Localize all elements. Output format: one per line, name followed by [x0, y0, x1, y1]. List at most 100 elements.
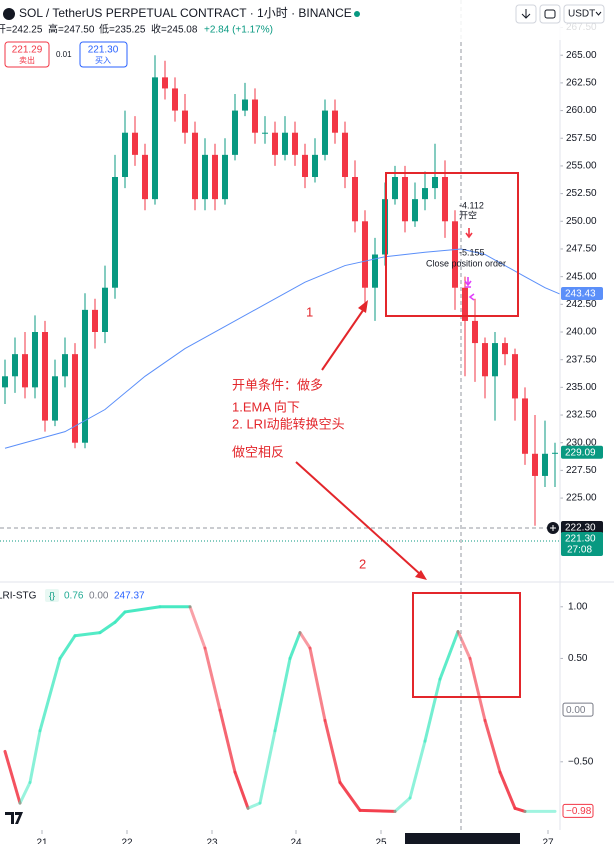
oscillator-segment — [73, 631, 102, 638]
oscillator-segment — [513, 806, 527, 813]
sell-price[interactable]: 221.29 — [12, 45, 43, 56]
candle-body — [132, 132, 138, 155]
candle-body — [512, 354, 518, 399]
x-tick-label: 25 — [375, 838, 387, 844]
arrow-head — [358, 300, 368, 313]
candle-body — [152, 77, 158, 200]
candle-body — [352, 177, 358, 222]
y-tick-label: 250.00 — [566, 216, 597, 227]
candle-body — [362, 221, 368, 288]
annotation-text: 做空相反 — [232, 444, 284, 459]
ohlc: 高=247.50 — [48, 23, 95, 36]
x-tick-label: 22 — [121, 838, 133, 844]
candle-body — [482, 343, 488, 377]
x-tick-label: 27 — [542, 838, 554, 844]
candle-body — [202, 154, 208, 200]
tv-logo — [5, 812, 23, 824]
y-tick-label: 232.50 — [566, 410, 597, 421]
oscillator-segment — [358, 808, 397, 813]
y-tick-label: 1.00 — [568, 601, 588, 612]
entry-value: -4.112 — [459, 200, 484, 210]
oscillator-segment — [408, 739, 427, 800]
candle-body — [402, 177, 408, 222]
annotation-arrow — [321, 305, 367, 371]
value-badge-label: −0.98 — [566, 806, 592, 817]
annotation-text: 开单条件：做多 — [232, 377, 323, 392]
candle-body — [442, 177, 448, 222]
candle-body — [32, 332, 38, 388]
candle-body — [72, 354, 78, 443]
buy-button[interactable] — [79, 41, 128, 68]
candle-body — [472, 320, 478, 344]
ohlc: 低=235.25 — [99, 23, 146, 36]
y-tick-label: 237.50 — [566, 354, 597, 365]
candle-body — [452, 221, 458, 288]
currency-button[interactable] — [563, 4, 605, 24]
fullscreen-button[interactable] — [539, 4, 561, 24]
highlight-box — [385, 172, 519, 317]
price-badge-label: 229.09 — [565, 447, 596, 458]
candle-body — [412, 199, 418, 222]
sell-label[interactable]: 卖出 — [19, 55, 35, 65]
exit-label: Close position order — [426, 258, 506, 268]
candle-body — [332, 110, 338, 133]
candle-body — [102, 287, 108, 332]
y-tick-label: 252.50 — [566, 188, 597, 199]
y-tick-label: 262.50 — [566, 78, 597, 89]
indicator-value: 0.76 — [64, 591, 84, 602]
annotation-text: 1.EMA 向下 — [232, 399, 300, 414]
exit-arrow — [464, 277, 472, 288]
spread: 0.01 — [56, 50, 72, 59]
buy-price[interactable]: 221.30 — [88, 45, 119, 56]
x-tick-label: 24 — [290, 838, 302, 844]
oscillator-segment — [123, 605, 162, 614]
status-dot — [354, 11, 360, 17]
oscillator-segment — [483, 718, 502, 774]
price-badge — [561, 287, 603, 301]
candle-body — [372, 254, 378, 288]
add-icon — [550, 524, 556, 531]
candle-body — [502, 343, 508, 355]
x-tick-label: 23 — [206, 838, 218, 844]
y-tick-label: 230.00 — [566, 437, 597, 448]
y-tick-label: 225.00 — [566, 493, 597, 504]
ohlc: 开=242.25 — [0, 25, 43, 36]
candle-body — [342, 132, 348, 177]
price-badge-label: 243.43 — [565, 289, 596, 300]
oscillator-segment — [468, 656, 487, 722]
candle-body — [112, 177, 118, 288]
symbol-title: SOL / TetherUS PERPETUAL CONTRACT · 1小时 … — [19, 6, 352, 20]
box-number: 2 — [359, 556, 366, 571]
candle-body — [162, 77, 168, 89]
candle-body — [312, 154, 318, 177]
exit-arrow — [468, 293, 475, 301]
candle-body — [542, 453, 548, 476]
y-tick-label: 235.00 — [566, 382, 597, 393]
candle-body — [82, 309, 88, 443]
arrow-head — [415, 570, 427, 580]
candle-body — [522, 398, 528, 454]
candle-body — [252, 99, 258, 133]
candle-body — [262, 132, 268, 134]
oscillator-segment — [58, 634, 77, 660]
candle-body — [122, 132, 128, 177]
y-tick-label: 255.00 — [566, 161, 597, 172]
oscillator-segment — [38, 656, 62, 733]
countdown: 27:08 — [567, 545, 592, 556]
plot-layer: 225.00 227.50 230.00 232.50 235.00 237.50 240.… — [2, 22, 597, 813]
candle-body — [52, 376, 58, 421]
candle-body — [92, 309, 98, 332]
candle-body — [42, 332, 48, 421]
currency[interactable]: USDT — [568, 9, 595, 20]
price-badge — [561, 532, 603, 557]
buy-label[interactable]: 买入 — [95, 56, 111, 65]
source-icon — [45, 589, 59, 602]
oscillator-segment — [323, 718, 342, 784]
annotation-text: 2. LRI动能转换空头 — [232, 416, 345, 431]
sell-button[interactable] — [4, 41, 50, 68]
y-tick-label: −0.50 — [568, 756, 594, 767]
candle-body — [552, 452, 558, 454]
candle-body — [172, 88, 178, 111]
y-tick-label: 245.00 — [566, 271, 597, 282]
candle-body — [282, 132, 288, 155]
